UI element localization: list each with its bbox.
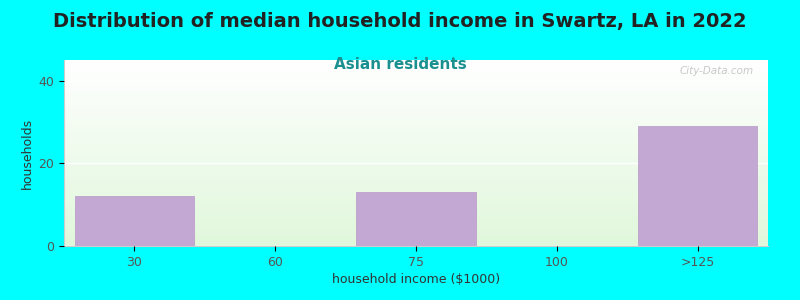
Y-axis label: households: households bbox=[22, 117, 34, 189]
Text: Distribution of median household income in Swartz, LA in 2022: Distribution of median household income … bbox=[53, 12, 747, 31]
Bar bbox=[74, 196, 194, 246]
Text: City-Data.com: City-Data.com bbox=[680, 66, 754, 76]
Bar bbox=[356, 192, 476, 246]
Text: Asian residents: Asian residents bbox=[334, 57, 466, 72]
Bar bbox=[638, 126, 758, 246]
X-axis label: household income ($1000): household income ($1000) bbox=[332, 273, 500, 286]
